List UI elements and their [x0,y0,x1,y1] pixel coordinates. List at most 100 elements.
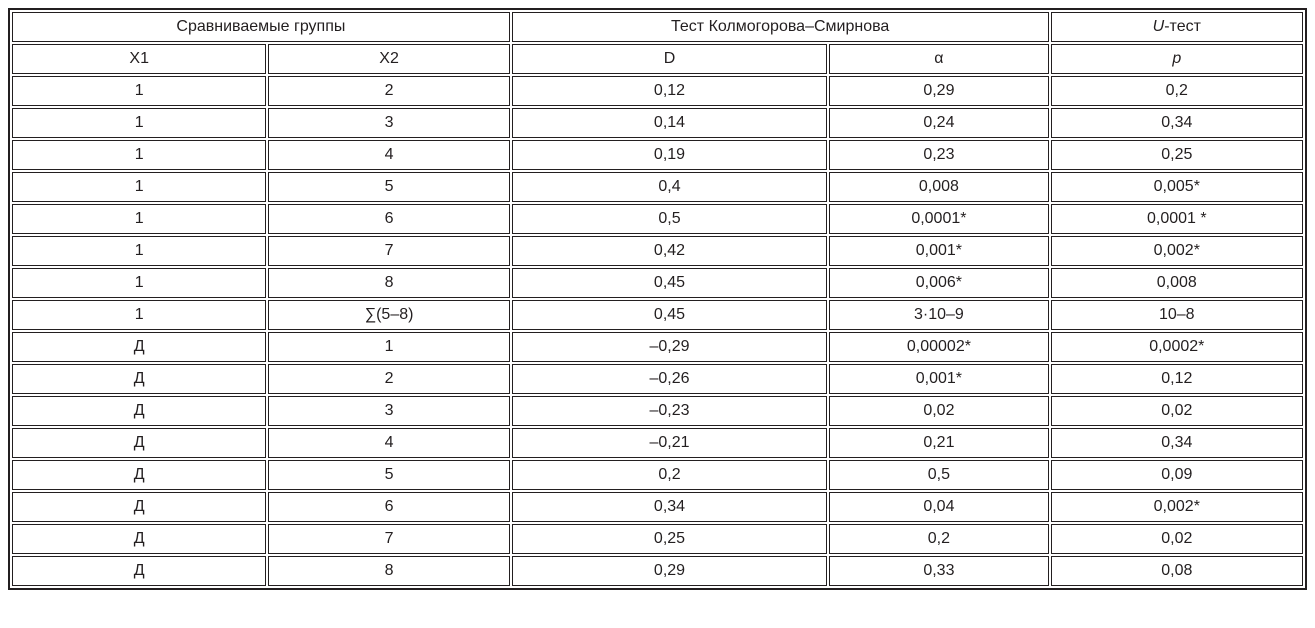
table-row: Д 8 0,29 0,33 0,08 [12,556,1303,586]
cell: 0,2 [511,460,828,490]
cell: 0,14 [511,108,828,138]
cell: 0,33 [829,556,1049,586]
cell: 3·10–9 [829,300,1049,330]
cell: 0,34 [511,492,828,522]
header-ks-test: Тест Колмогорова–Смирнова [511,12,1049,42]
cell: Д [12,492,267,522]
table-row: Д 7 0,25 0,2 0,02 [12,524,1303,554]
cell: 0,02 [1050,524,1303,554]
cell: 7 [268,236,510,266]
cell: 0,34 [1050,108,1303,138]
cell: 4 [268,140,510,170]
cell: 0,5 [511,204,828,234]
cell: 0,005* [1050,172,1303,202]
header-group-row: Сравниваемые группы Тест Колмогорова–Сми… [12,12,1303,42]
cell: 0,09 [1050,460,1303,490]
cell: Д [12,332,267,362]
cell: 7 [268,524,510,554]
table-row: Д 6 0,34 0,04 0,002* [12,492,1303,522]
cell: 1 [12,76,267,106]
cell: Д [12,364,267,394]
cell: 0,001* [829,236,1049,266]
cell: 6 [268,204,510,234]
cell: 0,0001 * [1050,204,1303,234]
header-compared-groups: Сравниваемые группы [12,12,510,42]
page: Сравниваемые группы Тест Колмогорова–Сми… [8,8,1307,590]
cell: 0,45 [511,300,828,330]
cell: 10–8 [1050,300,1303,330]
cell: Д [12,460,267,490]
cell: 3 [268,108,510,138]
cell: Д [12,524,267,554]
cell: 0,02 [1050,396,1303,426]
cell: 1 [268,332,510,362]
cell: 0,0002* [1050,332,1303,362]
cell: 0,02 [829,396,1049,426]
header-columns-row: X1 X2 D α p [12,44,1303,74]
cell: 0,002* [1050,236,1303,266]
cell: 4 [268,428,510,458]
table-row: Д 3 –0,23 0,02 0,02 [12,396,1303,426]
cell: 8 [268,268,510,298]
cell: 1 [12,172,267,202]
cell: 1 [12,236,267,266]
cell: 0,08 [1050,556,1303,586]
table-row: Д 4 –0,21 0,21 0,34 [12,428,1303,458]
cell: 0,2 [1050,76,1303,106]
cell: 0,23 [829,140,1049,170]
cell: 0,006* [829,268,1049,298]
table-row: 1 4 0,19 0,23 0,25 [12,140,1303,170]
cell: 1 [12,204,267,234]
cell: –0,26 [511,364,828,394]
cell: Д [12,396,267,426]
cell: 0,0001* [829,204,1049,234]
cell: 1 [12,140,267,170]
cell: 3 [268,396,510,426]
cell: 1 [12,268,267,298]
stats-table: Сравниваемые группы Тест Колмогорова–Сми… [8,8,1307,590]
cell: 0,29 [511,556,828,586]
table-row: Д 2 –0,26 0,001* 0,12 [12,364,1303,394]
column-header-p: p [1050,44,1303,74]
cell: 0,2 [829,524,1049,554]
cell: 0,12 [511,76,828,106]
table-row: 1 ∑(5–8) 0,45 3·10–9 10–8 [12,300,1303,330]
table-row: 1 5 0,4 0,008 0,005* [12,172,1303,202]
cell: 0,008 [1050,268,1303,298]
cell: 0,34 [1050,428,1303,458]
cell: Д [12,556,267,586]
cell: 0,002* [1050,492,1303,522]
cell: –0,29 [511,332,828,362]
cell: 0,12 [1050,364,1303,394]
cell: 2 [268,76,510,106]
table-row: 1 8 0,45 0,006* 0,008 [12,268,1303,298]
cell: 0,001* [829,364,1049,394]
cell: Д [12,428,267,458]
table-row: 1 6 0,5 0,0001* 0,0001 * [12,204,1303,234]
table-row: 1 7 0,42 0,001* 0,002* [12,236,1303,266]
cell: 0,00002* [829,332,1049,362]
table-body: 1 2 0,12 0,29 0,2 1 3 0,14 0,24 0,34 1 4 0,19 0,23 0,2… [12,76,1303,586]
table-row: 1 3 0,14 0,24 0,34 [12,108,1303,138]
header-u-test: U-тест [1050,12,1303,42]
column-header-x2: X2 [268,44,510,74]
cell: 0,21 [829,428,1049,458]
cell: 0,008 [829,172,1049,202]
u-test-italic-letter: U [1152,18,1165,35]
table-header: Сравниваемые группы Тест Колмогорова–Сми… [12,12,1303,74]
table-row: Д 1 –0,29 0,00002* 0,0002* [12,332,1303,362]
cell: 5 [268,460,510,490]
cell: 0,45 [511,268,828,298]
cell: 0,19 [511,140,828,170]
cell: 8 [268,556,510,586]
cell: 0,25 [511,524,828,554]
cell: 5 [268,172,510,202]
column-header-alpha: α [829,44,1049,74]
cell: 0,25 [1050,140,1303,170]
table-row: Д 5 0,2 0,5 0,09 [12,460,1303,490]
cell: ∑(5–8) [268,300,510,330]
cell: 6 [268,492,510,522]
cell: 0,29 [829,76,1049,106]
u-test-suffix: -тест [1164,18,1201,35]
column-header-x1: X1 [12,44,267,74]
